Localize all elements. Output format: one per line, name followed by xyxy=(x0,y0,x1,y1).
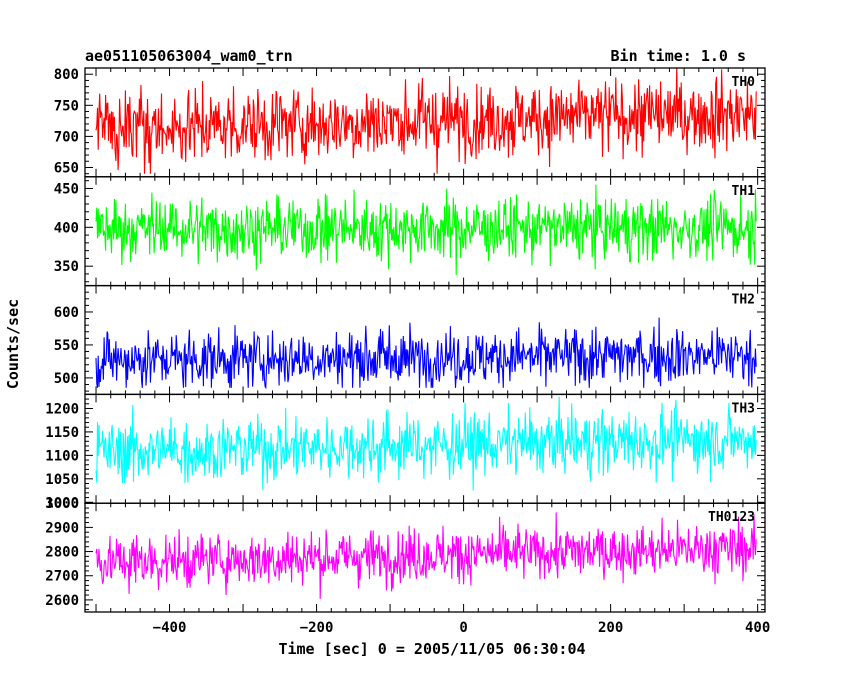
y-axis-label: Counts/sec xyxy=(4,299,22,389)
panel-th3: 1000 1050 1100 1150 1200 TH3 xyxy=(45,393,766,511)
y-tick-label: 550 xyxy=(54,338,79,354)
y-tick-label: 1050 xyxy=(45,472,79,488)
y-tick-label: 500 xyxy=(54,371,79,387)
panel-th0123: 2600 2700 2800 2900 3000 TH0123 xyxy=(45,496,766,613)
y-tick-label: 1000 xyxy=(45,495,79,511)
x-tick-label: −400 xyxy=(153,620,187,636)
series-line-th0 xyxy=(95,68,757,174)
panel-label: TH3 xyxy=(732,401,755,416)
y-tick-label: 2700 xyxy=(45,569,79,585)
panel-label: TH0 xyxy=(732,75,756,90)
y-tick-label: 800 xyxy=(54,67,79,83)
x-tick-label: −200 xyxy=(300,620,334,636)
panels-group: 650 700 750 800 TH0 350 400 450 TH1 500 550 600 TH2 1… xyxy=(45,67,766,613)
chart-title: ae051105063004_wam0_trn xyxy=(85,47,293,65)
series-line-th1 xyxy=(95,184,757,275)
y-tick-label: 1200 xyxy=(45,401,79,417)
panel-frame xyxy=(84,502,766,613)
y-tick-label: 2900 xyxy=(45,520,79,536)
y-tick-label: 2600 xyxy=(45,593,79,609)
y-tick-label: 650 xyxy=(54,160,79,176)
panel-label: TH0123 xyxy=(708,510,755,525)
x-axis-label: Time [sec] 0 = 2005/11/05 06:30:04 xyxy=(278,640,585,658)
series-line-th0123 xyxy=(95,512,757,599)
y-tick-label: 1150 xyxy=(45,425,79,441)
y-tick-label: 1100 xyxy=(45,448,79,464)
y-tick-label: 700 xyxy=(54,129,79,145)
panel-th0: 650 700 750 800 TH0 xyxy=(54,67,766,178)
y-tick-label: 600 xyxy=(54,305,79,321)
panel-label: TH2 xyxy=(732,293,755,308)
y-tick-label: 2800 xyxy=(45,545,79,561)
panel-frame xyxy=(84,284,766,396)
bin-time-label: Bin time: 1.0 s xyxy=(611,47,746,65)
x-tick-label: 0 xyxy=(459,620,467,636)
panel-label: TH1 xyxy=(732,184,756,199)
panel-th2: 500 550 600 TH2 xyxy=(54,284,766,396)
x-tick-label: 200 xyxy=(598,620,623,636)
panel-th1: 350 400 450 TH1 xyxy=(54,176,766,287)
series-line-th3 xyxy=(95,396,757,491)
y-tick-label: 350 xyxy=(54,259,79,275)
y-tick-label: 3000 xyxy=(45,496,79,512)
series-line-th2 xyxy=(95,317,757,390)
y-tick-label: 400 xyxy=(54,220,79,236)
x-axis: −400 −200 0 200 400 xyxy=(153,620,771,636)
y-tick-label: 450 xyxy=(54,181,79,197)
x-tick-label: 400 xyxy=(745,620,770,636)
y-tick-label: 750 xyxy=(54,98,79,114)
